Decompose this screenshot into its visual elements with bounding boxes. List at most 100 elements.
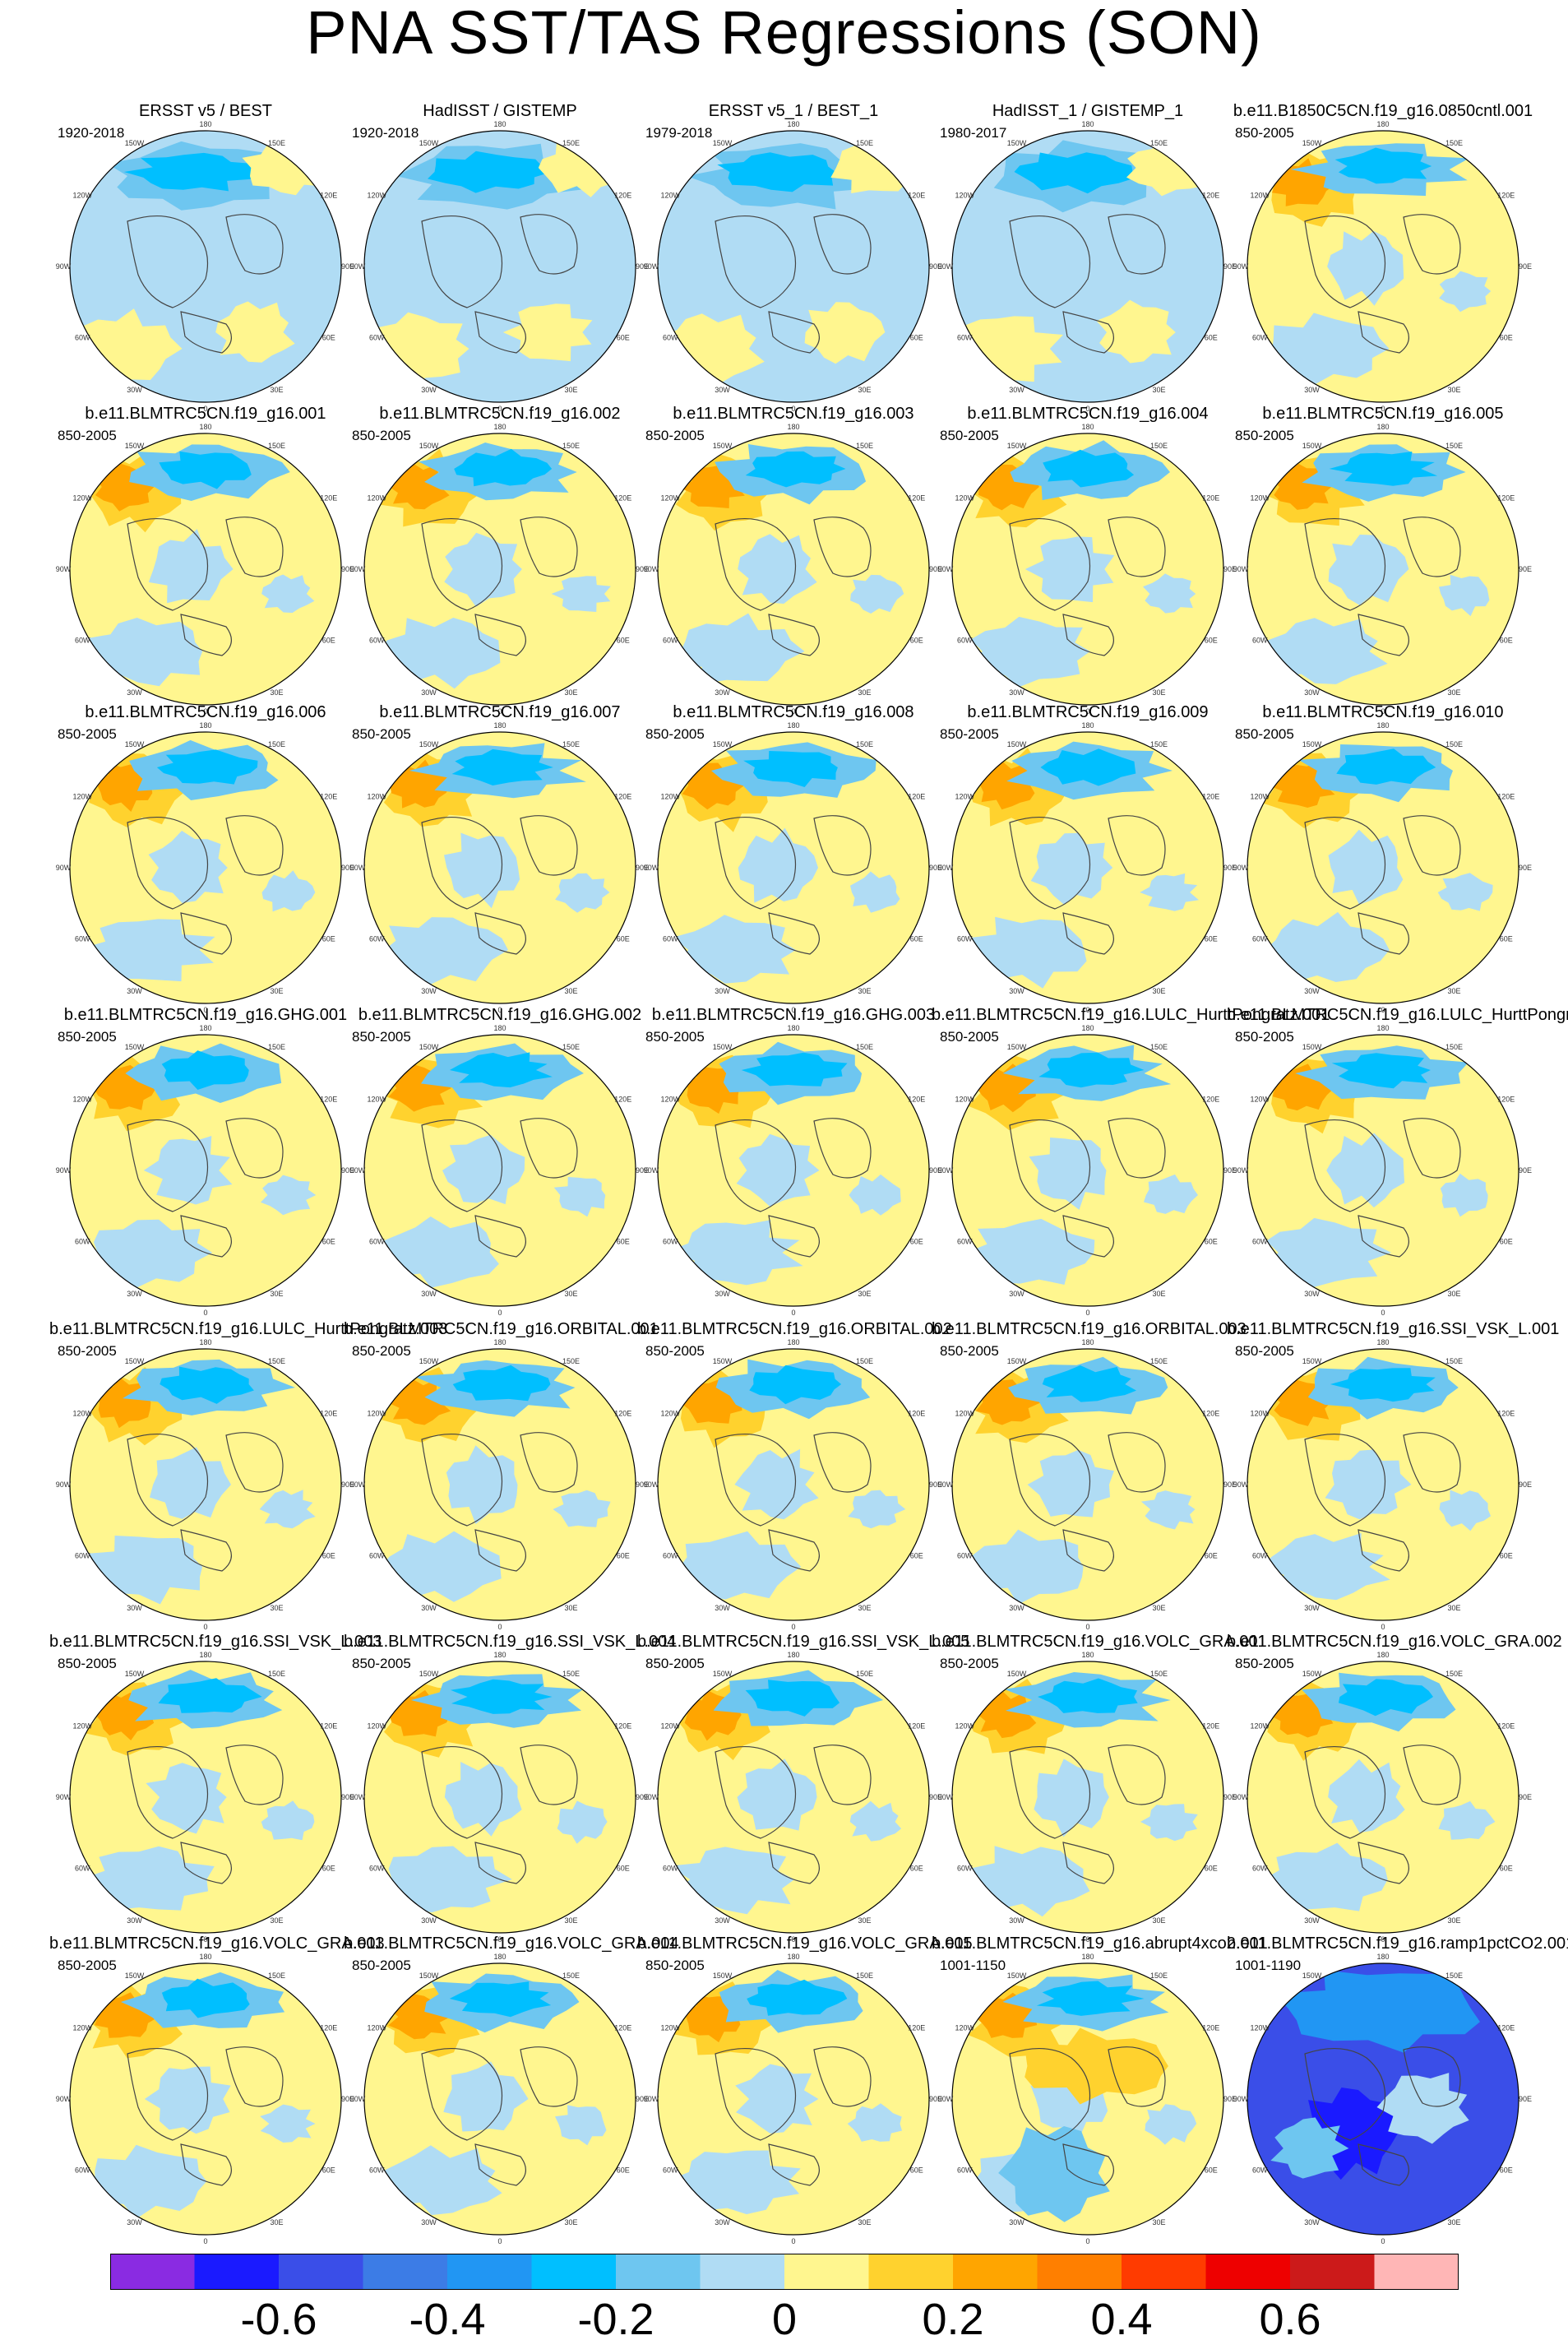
map-tick-label: 30E [1152,688,1165,697]
map-tick-label: 180 [199,1024,211,1032]
map-tick-label: 60W [957,637,973,645]
map-tick-label: 90W [644,1166,659,1175]
map-border [363,1661,636,1934]
coastlines [421,815,578,955]
map-tick-label: 120W [955,1410,974,1418]
map-tick-label: 30E [564,386,577,394]
map-tick-label: 120E [908,494,925,503]
polar-map: 180 150E 120E 90E 60E 30E 0 30W 60W 90W 120W 150W [350,1024,649,1317]
map-tick-label: 90W [644,565,659,573]
map-border [69,433,342,706]
map-tick-label: 0 [1381,1309,1385,1317]
map-tick-label: 0 [791,2237,795,2245]
map-tick-label: 90E [929,2095,942,2103]
map-tick-label: 150W [125,1670,145,1678]
polar-map: 180 150E 120E 90E 60E 30E 0 30W 60W 90W 120W 150W [938,1024,1237,1317]
map-panel: 180 150E 120E 90E 60E 30E 0 30W 60W 90W 120W 150W b.… [637,405,950,717]
map-border [951,1034,1224,1307]
polar-map: 180 150E 120E 90E 60E 30E 0 30W 60W 90W 120W 150W [938,1651,1237,1944]
map-tick-label: 180 [493,423,506,431]
map-tick-label: 0 [203,2237,207,2245]
map-tick-label: 150E [856,1670,873,1678]
polar-map: 180 150E 120E 90E 60E 30E 0 30W 60W 90W 120W 150W [1233,1338,1532,1631]
map-tick-label: 0 [203,1623,207,1631]
map-tick-label: 60W [663,2166,678,2175]
map-tick-label: 60W [957,935,973,943]
coastlines [421,214,578,354]
map-tick-label: 150W [1302,740,1322,748]
colorbar-tick-label: -0.6 [240,2295,317,2336]
map-tick-label: 30W [421,1604,437,1612]
map-tick-label: 180 [1376,1338,1389,1346]
map-tick-label: 90W [1233,262,1249,271]
map-tick-label: 120W [72,494,92,503]
panel-period: 850-2005 [58,428,117,443]
map-tick-label: 60E [910,334,923,342]
map-tick-label: 150E [562,442,580,450]
map-tick-label: 150W [125,1357,145,1365]
map-tick-label: 60W [957,1238,973,1246]
panel-title: b.e11.BLMTRC5CN.f19_g16.002 [379,405,621,423]
map-tick-label: 120W [1250,192,1270,200]
map-tick-label: 90W [644,1480,659,1489]
map-field [1247,433,1519,705]
map-tick-label: 60E [910,1238,923,1246]
map-tick-label: 150W [713,1357,733,1365]
map-field [952,1661,1223,1933]
panel-period: 850-2005 [352,1958,411,1973]
coastlines [421,517,578,656]
map-tick-label: 60E [1500,2166,1513,2175]
map-tick-label: 120E [614,494,631,503]
colorbar-tick-label: -0.4 [409,2295,485,2336]
panel-title: b.e11.BLMTRC5CN.f19_g16.abrupt4xco2.001 [932,1935,1268,1953]
map-border [657,1962,930,2236]
map-tick-label: 0 [791,707,795,716]
map-tick-label: 0 [1085,1006,1089,1014]
map-tick-label: 180 [493,1024,506,1032]
colorbar-segment [784,2254,869,2290]
map-tick-label: 30W [715,688,730,697]
polar-map: 180 150E 120E 90E 60E 30E 0 30W 60W 90W 120W 150W [1233,120,1532,413]
map-panel: 180 150E 120E 90E 60E 30E 0 30W 60W 90W 120W 150W b.… [1227,102,1539,415]
map-tick-label: 120W [660,2024,680,2032]
map-tick-label: 150W [125,442,145,450]
map-tick-label: 30E [1447,1604,1460,1612]
panel-period: 850-2005 [1235,1029,1294,1045]
map-field [364,1963,636,2235]
map-panel: 180 150E 120E 90E 60E 30E 0 30W 60W 90W 120W 150W Ha… [932,102,1244,415]
map-tick-label: 90E [1223,864,1237,872]
coastlines [127,517,284,656]
map-tick-label: 0 [791,1935,795,1944]
map-tick-label: 120W [955,1096,974,1104]
map-tick-label: 150E [1445,1043,1463,1051]
coastlines [127,214,284,354]
coastlines [1304,2046,1461,2186]
map-tick-label: 150E [268,740,285,748]
map-tick-label: 180 [493,1953,506,1961]
map-tick-label: 90E [636,1166,649,1175]
coastlines [127,2046,284,2186]
map-tick-label: 30E [270,386,283,394]
map-tick-label: 30W [1009,386,1025,394]
map-tick-label: 0 [1381,1006,1385,1014]
panel-period: 850-2005 [645,1958,705,1973]
map-tick-label: 150E [1445,1670,1463,1678]
map-tick-label: 30W [127,1916,142,1925]
map-tick-label: 30E [564,2218,577,2226]
map-tick-label: 60E [617,334,630,342]
map-tick-label: 90W [1233,1480,1249,1489]
map-tick-label: 120W [72,2024,92,2032]
map-tick-label: 120E [1202,192,1219,200]
coastlines [421,2046,578,2186]
map-panel: 180 150E 120E 90E 60E 30E 0 30W 60W 90W 120W 150W b.… [1227,405,1539,717]
map-tick-label: 60E [322,637,335,645]
coastlines [421,1432,578,1572]
map-tick-label: 150W [1007,1972,1027,1980]
map-tick-label: 180 [1081,1953,1094,1961]
map-border [69,731,342,1004]
map-field [70,1349,341,1620]
coastlines [1009,1745,1166,1884]
map-panel: 180 150E 120E 90E 60E 30E 0 30W 60W 90W 120W 150W b.… [637,1633,969,1945]
map-tick-label: 30W [421,1290,437,1298]
map-tick-label: 60E [1500,637,1513,645]
